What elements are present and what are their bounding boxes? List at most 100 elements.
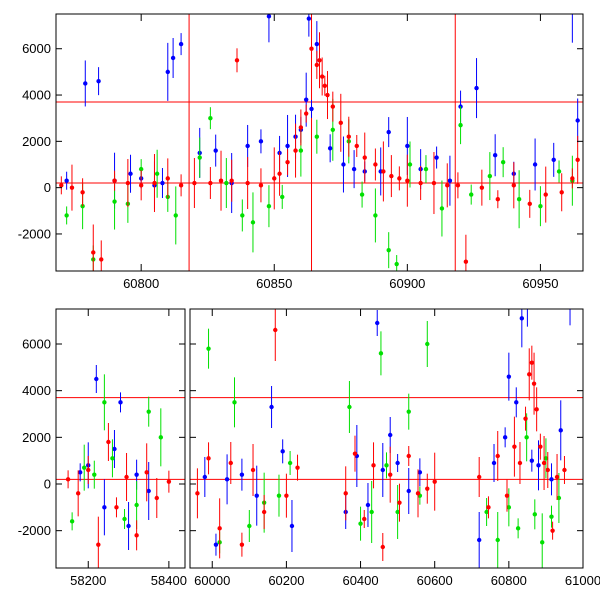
data-point [434, 155, 439, 160]
data-point [506, 505, 512, 510]
axes-frame [55, 308, 186, 569]
data-point [352, 451, 358, 456]
top-plot-area [56, 14, 583, 271]
data-point [160, 180, 165, 186]
data-point [445, 183, 450, 188]
data-point [550, 528, 555, 533]
data-point [96, 542, 101, 547]
data-point [397, 176, 402, 181]
data-point [306, 16, 312, 21]
data-point [330, 127, 336, 132]
data-point [543, 192, 548, 197]
data-point [418, 180, 423, 186]
data-point [77, 470, 83, 475]
data-point [500, 159, 506, 165]
data-point [531, 381, 537, 386]
data-point [102, 505, 107, 510]
data-point [543, 456, 549, 461]
data-point [484, 509, 489, 515]
data-point [69, 185, 75, 190]
data-point [280, 194, 285, 200]
data-point [417, 470, 423, 475]
data-point [261, 509, 267, 515]
data-point [91, 250, 96, 255]
data-point [463, 259, 469, 264]
data-point [362, 516, 367, 522]
green-series [69, 321, 562, 568]
data-point [106, 439, 111, 445]
data-point [524, 435, 529, 440]
data-point [99, 257, 104, 262]
data-point [322, 83, 328, 88]
data-point [303, 97, 309, 102]
y-tick-label: 4000 [22, 88, 51, 103]
data-point [562, 467, 567, 473]
y-tick-label: 6000 [22, 337, 51, 352]
x-tick-label: 60800 [123, 276, 159, 291]
data-point [495, 537, 500, 543]
data-point [295, 465, 300, 470]
data-point [317, 58, 322, 63]
data-point [64, 213, 69, 218]
data-point [178, 183, 184, 188]
data-point [258, 183, 264, 188]
data-point [128, 171, 133, 176]
data-point [314, 62, 320, 68]
y-tick-label: 6000 [22, 41, 51, 56]
red-series [65, 309, 567, 568]
data-point [381, 169, 386, 174]
data-point [330, 104, 336, 109]
data-point [529, 458, 535, 463]
data-point [575, 118, 580, 123]
bottom-panel: -2000 0 2000 4000 6000 58200 58400 60000 60200 60… [18, 308, 600, 588]
data-point [458, 122, 463, 128]
data-point [208, 180, 213, 186]
data-point [506, 374, 512, 379]
data-point [516, 197, 522, 202]
data-point [384, 463, 389, 468]
data-point [118, 400, 123, 405]
x-tick-label: 61000 [565, 573, 600, 588]
data-point [138, 183, 144, 188]
data-point [170, 55, 176, 61]
data-point [532, 162, 538, 167]
data-point [114, 505, 119, 510]
data-point [551, 157, 556, 163]
data-point [406, 453, 411, 459]
data-point [529, 360, 535, 365]
y-tick-label: -2000 [18, 226, 51, 241]
data-point [536, 463, 541, 468]
data-point [395, 509, 400, 515]
data-point [389, 173, 394, 179]
data-point [365, 502, 371, 508]
data-point [319, 74, 325, 79]
x-tick-label: 58400 [151, 573, 187, 588]
data-point [266, 203, 272, 209]
x-tick-label: 60950 [522, 276, 558, 291]
blue-series [77, 309, 571, 568]
data-point [309, 106, 314, 112]
data-point [83, 81, 88, 86]
data-point [239, 542, 245, 547]
data-point [512, 444, 517, 449]
y-tick-label: 0 [44, 477, 51, 492]
data-point [346, 134, 351, 139]
data-point [425, 341, 430, 347]
data-point [234, 58, 240, 63]
data-point [558, 428, 563, 433]
data-point [86, 467, 91, 473]
data-point [64, 178, 69, 183]
data-point [112, 178, 117, 183]
data-point [495, 197, 501, 202]
data-point [545, 467, 550, 473]
data-point [303, 111, 309, 116]
data-point [338, 120, 343, 126]
data-point [240, 213, 245, 218]
data-point [394, 261, 399, 267]
data-point [154, 171, 160, 176]
data-point [504, 493, 510, 498]
data-point [122, 516, 127, 522]
data-point [538, 444, 543, 449]
data-point [146, 488, 151, 494]
data-point [397, 500, 402, 505]
